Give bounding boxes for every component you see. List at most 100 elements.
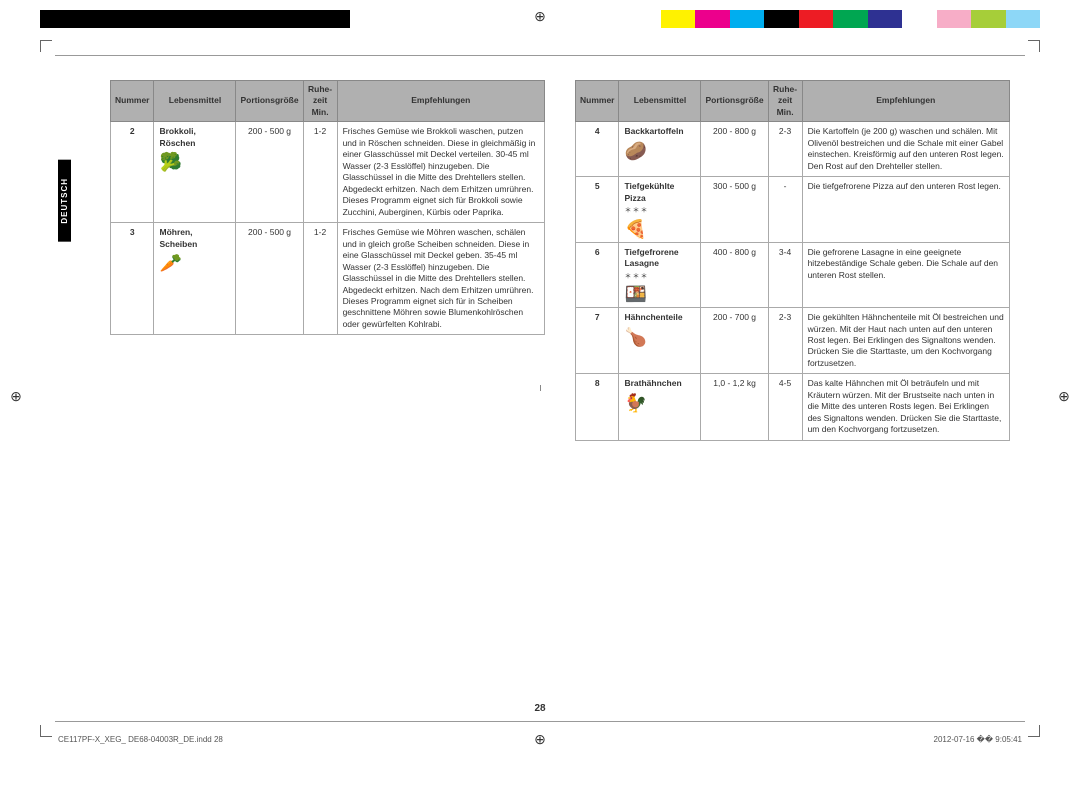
- left-column: Nummer Lebensmittel Portionsgröße Ruhe- …: [110, 80, 545, 441]
- cell-recommendation: Die gekühlten Hähnchenteile mit Öl bestr…: [802, 308, 1009, 374]
- cell-number: 6: [576, 242, 619, 307]
- crop-mark: [1028, 40, 1040, 52]
- color-swatch: [74, 10, 108, 28]
- carrot-icon: 🥕: [159, 254, 230, 272]
- cell-number: 3: [111, 223, 154, 335]
- cell-recommendation: Frisches Gemüse wie Brokkoli waschen, pu…: [337, 122, 544, 223]
- crop-mark: [1028, 725, 1040, 737]
- food-name: Hähnchenteile: [624, 312, 682, 322]
- lasagne-icon: 🍱: [624, 285, 695, 303]
- color-swatch: [247, 10, 281, 28]
- food-name: Möhren, Scheiben: [159, 227, 197, 248]
- right-tbody: 4Backkartoffeln🥔200 - 800 g2-3Die Kartof…: [576, 122, 1010, 440]
- color-swatch: [316, 10, 350, 28]
- color-swatch: [385, 10, 419, 28]
- cell-number: 4: [576, 122, 619, 177]
- page-number: 28: [534, 703, 545, 714]
- food-name: Brathähnchen: [624, 378, 681, 388]
- cell-food: Brokkoli, Röschen 🥦: [154, 122, 236, 223]
- color-swatch: [178, 10, 212, 28]
- cell-rest-time: 3-4: [768, 242, 802, 307]
- color-swatch: [971, 10, 1005, 28]
- cell-food: Tiefgefrorene Lasagne ＊＊＊ 🍱: [619, 242, 701, 307]
- table-row: 5Tiefgekühlte Pizza＊＊＊🍕300 - 500 g-Die t…: [576, 177, 1010, 242]
- content-area: Nummer Lebensmittel Portionsgröße Ruhe- …: [110, 80, 1010, 441]
- th-nummer: Nummer: [576, 81, 619, 122]
- color-swatch: [109, 10, 143, 28]
- frozen-stars-icon: ＊＊＊: [624, 206, 695, 215]
- th-empfehlungen: Empfehlungen: [337, 81, 544, 122]
- broccoli-icon: 🥦: [159, 153, 230, 171]
- registration-mark-bottom: ⊕: [532, 731, 548, 747]
- color-swatch: [626, 10, 660, 28]
- chicken-pieces-icon: 🍗: [624, 328, 695, 346]
- cell-number: 7: [576, 308, 619, 374]
- cell-rest-time: -: [768, 177, 802, 242]
- cell-portion: 200 - 500 g: [236, 122, 303, 223]
- cooking-table-left: Nummer Lebensmittel Portionsgröße Ruhe- …: [110, 80, 545, 335]
- th-portion: Portionsgröße: [701, 81, 768, 122]
- cell-recommendation: Frisches Gemüse wie Möhren waschen, schä…: [337, 223, 544, 335]
- cell-rest-time: 4-5: [768, 374, 802, 440]
- cell-food: Brathähnchen 🐓: [619, 374, 701, 440]
- color-swatch: [695, 10, 729, 28]
- table-row: 6Tiefgefrorene Lasagne ＊＊＊ 🍱 400 - 800 g3-4…: [576, 242, 1010, 307]
- food-name: Brokkoli, Röschen: [159, 126, 195, 147]
- color-swatch: [661, 10, 695, 28]
- color-swatch: [350, 10, 384, 28]
- cell-food: Hähnchenteile 🍗: [619, 308, 701, 374]
- color-swatch: [212, 10, 246, 28]
- th-ruhezeit: Ruhe- zeit Min.: [768, 81, 802, 122]
- cell-recommendation: Die tiefgefrorene Pizza auf den unteren …: [802, 177, 1009, 242]
- table-row: 3Möhren, Scheiben 🥕 200 - 500 g1-2Frisches…: [111, 223, 545, 335]
- potato-icon: 🥔: [624, 142, 695, 160]
- table-row: 2Brokkoli, Röschen🥦200 - 500 g1-2Frische…: [111, 122, 545, 223]
- food-name: Tiefgefrorene Lasagne: [624, 247, 678, 268]
- table-row: 8 Brathähnchen 🐓 1,0 - 1,2 kg4-5Das kalte H…: [576, 374, 1010, 440]
- right-column: Nummer Lebensmittel Portionsgröße Ruhe- …: [575, 80, 1010, 441]
- footer-filename: CE117PF-X_XEG_ DE68-04003R_DE.indd 28: [58, 735, 223, 744]
- th-portion: Portionsgröße: [236, 81, 303, 122]
- th-nummer: Nummer: [111, 81, 154, 122]
- color-swatch: [937, 10, 971, 28]
- language-tab: DEUTSCH: [58, 160, 71, 242]
- th-lebensmittel: Lebensmittel: [619, 81, 701, 122]
- color-swatch: [143, 10, 177, 28]
- cell-rest-time: 1-2: [303, 223, 337, 335]
- th-empfehlungen: Empfehlungen: [802, 81, 1009, 122]
- color-swatch: [902, 10, 936, 28]
- cell-number: 8: [576, 374, 619, 440]
- cell-portion: 200 - 500 g: [236, 223, 303, 335]
- color-swatch: [799, 10, 833, 28]
- registration-mark-top: ⊕: [532, 8, 548, 24]
- cell-recommendation: Die Kartoffeln (je 200 g) waschen und sc…: [802, 122, 1009, 177]
- color-swatch: [454, 10, 488, 28]
- crop-mark: [40, 40, 52, 52]
- table-row: 4Backkartoffeln🥔200 - 800 g2-3Die Kartof…: [576, 122, 1010, 177]
- th-lebensmittel: Lebensmittel: [154, 81, 236, 122]
- color-swatch: [764, 10, 798, 28]
- color-swatch: [40, 10, 74, 28]
- color-swatch: [488, 10, 522, 28]
- cell-food: Möhren, Scheiben 🥕: [154, 223, 236, 335]
- food-name: Backkartoffeln: [624, 126, 683, 136]
- cell-recommendation: Das kalte Hähnchen mit Öl beträufeln und…: [802, 374, 1009, 440]
- food-name: Tiefgekühlte Pizza: [624, 181, 674, 202]
- color-swatch: [281, 10, 315, 28]
- cell-food: Tiefgekühlte Pizza ＊＊＊ 🍕: [619, 177, 701, 242]
- cell-rest-time: 1-2: [303, 122, 337, 223]
- color-swatch: [419, 10, 453, 28]
- color-swatch: [730, 10, 764, 28]
- roast-chicken-icon: 🐓: [624, 394, 695, 412]
- cell-portion: 300 - 500 g: [701, 177, 768, 242]
- pizza-icon: 🍕: [624, 220, 695, 238]
- cell-portion: 400 - 800 g: [701, 242, 768, 307]
- frozen-stars-icon: ＊＊＊: [624, 272, 695, 281]
- color-swatch: [1006, 10, 1040, 28]
- cell-portion: 200 - 800 g: [701, 122, 768, 177]
- registration-mark-left: ⊕: [8, 388, 24, 404]
- table-row: 7Hähnchenteile🍗200 - 700 g2-3Die gekühlt…: [576, 308, 1010, 374]
- cell-portion: 1,0 - 1,2 kg: [701, 374, 768, 440]
- crop-mark: [40, 725, 52, 737]
- th-ruhezeit: Ruhe- zeit Min.: [303, 81, 337, 122]
